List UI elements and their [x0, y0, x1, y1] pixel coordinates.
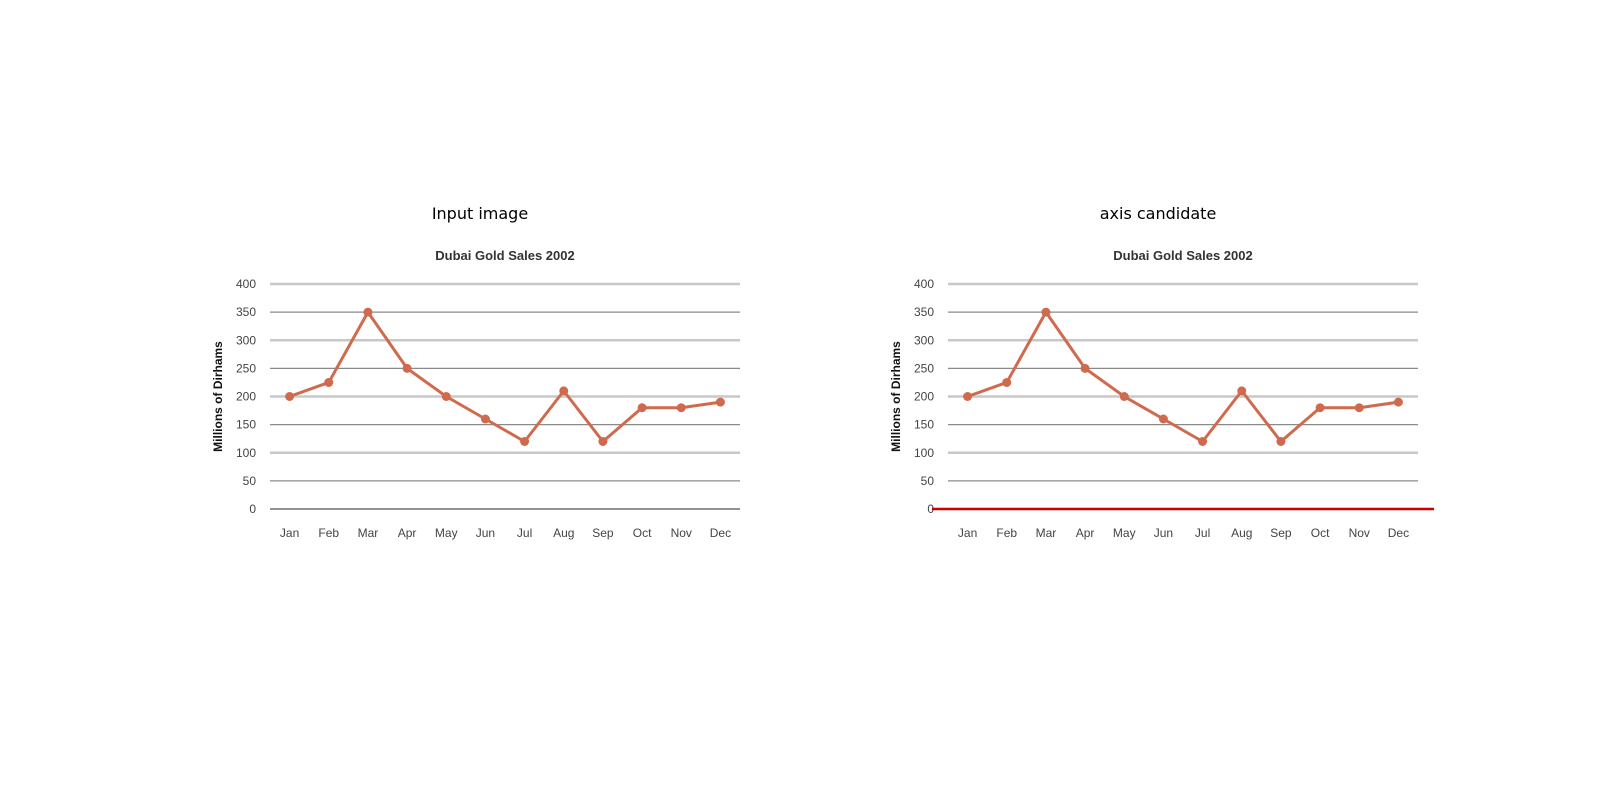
chart-title: Dubai Gold Sales 2002	[435, 248, 574, 263]
y-tick-label: 200	[914, 390, 934, 404]
x-tick-label: Mar	[358, 526, 379, 540]
x-tick-label: Nov	[671, 526, 692, 540]
data-point	[1002, 377, 1012, 387]
data-point	[1354, 403, 1364, 413]
data-point	[598, 437, 608, 446]
data-point	[637, 403, 647, 413]
series-line	[289, 310, 721, 443]
panel-input-image: Input image Dubai Gold Sales 2002 Million…	[100, 0, 860, 800]
x-tick-label: Apr	[1076, 526, 1095, 540]
y-tick-label: 200	[236, 390, 256, 404]
panel-title: axis candidate	[1099, 204, 1217, 223]
panel-axis-candidate: axis candidate Dubai Gold Sales 2002 Mill…	[778, 0, 1538, 800]
data-point	[1237, 386, 1247, 396]
y-tick-label: 50	[921, 474, 935, 488]
x-tick-label: Feb	[996, 526, 1017, 540]
y-tick-label: 250	[236, 361, 256, 375]
data-point	[1041, 307, 1051, 317]
y-tick-label: 0	[249, 502, 256, 516]
y-tick-label: 250	[914, 361, 934, 375]
x-tick-label: Apr	[398, 526, 417, 540]
y-tick-label: 50	[243, 474, 257, 488]
y-tick-label: 350	[914, 305, 934, 319]
data-point	[324, 377, 334, 387]
chart-title: Dubai Gold Sales 2002	[1113, 248, 1252, 263]
y-tick-label: 400	[236, 277, 256, 291]
data-point	[441, 392, 451, 401]
data-point	[520, 437, 530, 446]
x-tick-label: May	[435, 526, 458, 540]
data-point	[363, 307, 373, 317]
y-tick-label: 100	[914, 446, 934, 460]
y-axis-label: Millions of Dirhams	[211, 341, 225, 452]
y-axis-label: Millions of Dirhams	[889, 341, 903, 452]
y-tick-label: 100	[236, 446, 256, 460]
x-tick-label: Dec	[1388, 526, 1409, 540]
data-point	[559, 386, 569, 396]
data-point	[402, 363, 412, 373]
x-tick-label: Jul	[517, 526, 532, 540]
data-point	[1276, 437, 1286, 446]
data-point	[1158, 414, 1168, 424]
x-tick-label: Jan	[280, 526, 299, 540]
y-tick-label: 350	[236, 305, 256, 319]
line-chart: Dubai Gold Sales 2002 Millions of Dirhams…	[889, 248, 1434, 540]
series-line	[967, 310, 1399, 443]
x-tick-label: Jan	[958, 526, 977, 540]
data-point	[480, 414, 490, 424]
data-point	[1080, 363, 1090, 373]
y-tick-label: 0	[927, 502, 934, 516]
x-tick-label: Nov	[1349, 526, 1370, 540]
x-tick-label: Jun	[476, 526, 495, 540]
x-tick-label: May	[1113, 526, 1136, 540]
data-point	[1198, 437, 1208, 446]
line-chart: Dubai Gold Sales 2002 Millions of Dirhams…	[211, 248, 740, 540]
x-tick-label: Sep	[592, 526, 614, 540]
panel-title: Input image	[431, 204, 529, 223]
x-tick-label: Jul	[1195, 526, 1210, 540]
data-point	[1393, 397, 1403, 407]
x-tick-label: Jun	[1154, 526, 1173, 540]
x-tick-label: Oct	[1311, 526, 1330, 540]
data-point	[963, 392, 973, 401]
data-point	[676, 403, 686, 413]
y-tick-label: 400	[914, 277, 934, 291]
data-point	[715, 397, 725, 407]
y-tick-label: 300	[236, 333, 256, 347]
x-tick-label: Sep	[1270, 526, 1292, 540]
x-tick-label: Aug	[553, 526, 574, 540]
x-tick-label: Mar	[1036, 526, 1057, 540]
data-point	[285, 392, 295, 401]
y-tick-label: 150	[236, 418, 256, 432]
x-tick-label: Oct	[633, 526, 652, 540]
x-tick-label: Aug	[1231, 526, 1252, 540]
data-point	[1119, 392, 1129, 401]
data-point	[1315, 403, 1325, 413]
x-tick-label: Dec	[710, 526, 731, 540]
y-tick-label: 300	[914, 333, 934, 347]
x-tick-label: Feb	[318, 526, 339, 540]
y-tick-label: 150	[914, 418, 934, 432]
